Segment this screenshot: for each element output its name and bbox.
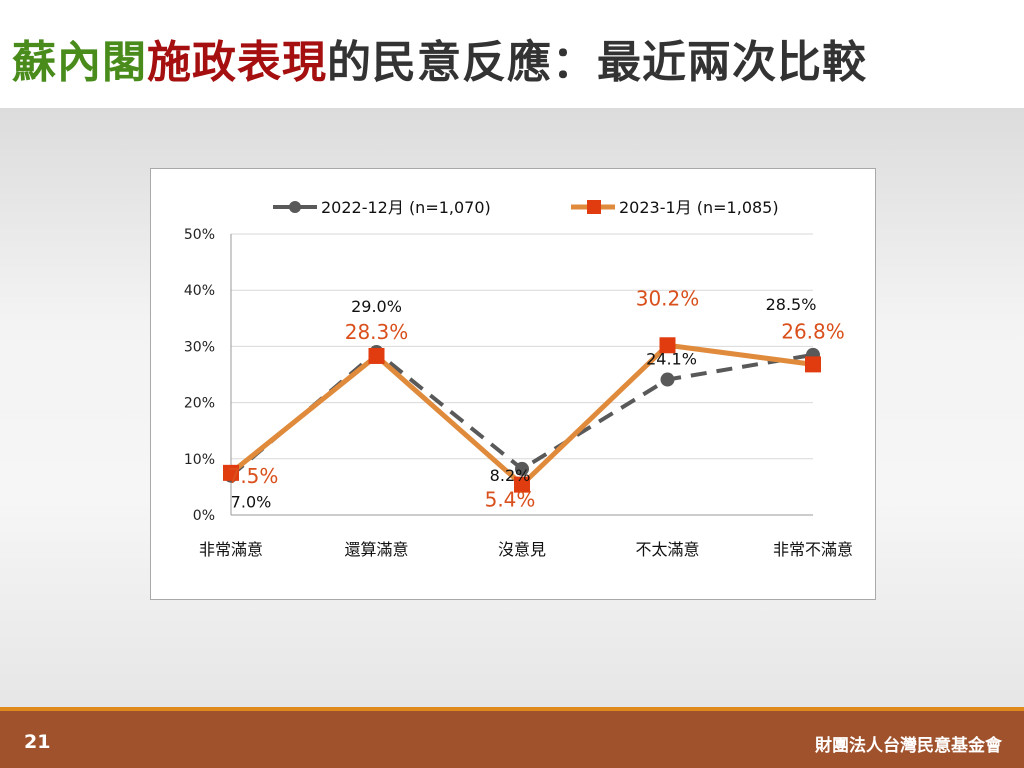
data-label-2022-12: 8.2% — [490, 466, 531, 485]
series-point-2023-1 — [659, 337, 676, 354]
data-label-2022-12: 24.1% — [646, 350, 697, 369]
data-labels: 7.0% 29.0% 8.2% 24.1% 28.5% 7.5% 28.3% 5.4% 30.2… — [228, 286, 845, 511]
x-tick-label: 非常不滿意 — [773, 540, 853, 559]
series-point-2023-1 — [223, 464, 239, 481]
series-point-2023-1 — [368, 347, 385, 364]
y-tick-label: 20% — [184, 396, 215, 412]
series-point-2022-12 — [515, 461, 529, 476]
footer-accent-line — [0, 707, 1024, 711]
line-chart: 0% 10% 20% 30% 40% 50% 非常滿意 還算滿意 沒意見 不太滿意 非常不滿意 7.… — [184, 198, 853, 559]
data-label-2023-1: 26.8% — [781, 319, 845, 343]
page-number: 21 — [24, 731, 51, 753]
series-point-2022-12 — [660, 372, 675, 387]
series-point-2023-1 — [805, 356, 821, 373]
title-segment-performance: 施政表現 — [147, 37, 327, 88]
page-title: 蘇內閣施政表現的民意反應：最近兩次比較 — [12, 26, 867, 90]
data-label-2022-12: 29.0% — [351, 297, 402, 316]
grid-lines — [231, 233, 813, 460]
y-tick-label: 0% — [193, 508, 215, 524]
series-lines — [223, 337, 821, 493]
data-label-2023-1: 7.5% — [228, 464, 279, 488]
title-band: 蘇內閣施政表現的民意反應：最近兩次比較 — [0, 0, 1024, 108]
legend-label-2022-12: 2022-12月 (n=1,070) — [321, 198, 491, 217]
series-point-2023-1 — [514, 476, 530, 493]
title-segment-rest: 的民意反應：最近兩次比較 — [327, 37, 867, 88]
data-label-2023-1: 28.3% — [345, 320, 409, 344]
series-line-2022-12 — [229, 349, 814, 478]
organization-name: 財團法人台灣民意基金會 — [815, 736, 1002, 756]
y-tick-label: 30% — [184, 339, 215, 355]
data-label-2023-1: 30.2% — [636, 286, 700, 310]
data-label-2022-12: 7.0% — [231, 493, 272, 512]
legend-label-2023-1: 2023-1月 (n=1,085) — [619, 198, 779, 217]
x-tick-label: 非常滿意 — [199, 540, 263, 559]
title-segment-cabinet: 蘇內閣 — [12, 37, 147, 88]
y-tick-label: 50% — [184, 227, 215, 243]
legend: 2022-12月 (n=1,070) 2023-1月 (n=1,085) — [273, 198, 779, 217]
x-tick-label: 還算滿意 — [344, 540, 408, 559]
legend-marker-2022-12 — [289, 201, 301, 213]
chart-frame: 0% 10% 20% 30% 40% 50% 非常滿意 還算滿意 沒意見 不太滿意 非常不滿意 7.… — [150, 168, 876, 600]
y-tick-label: 10% — [184, 452, 215, 468]
y-tick-label: 40% — [184, 283, 215, 299]
footer-bar: 21 財團法人台灣民意基金會 — [0, 711, 1024, 768]
data-label-2022-12: 28.5% — [766, 295, 817, 314]
x-tick-label: 不太滿意 — [635, 540, 699, 559]
x-tick-label: 沒意見 — [498, 540, 546, 559]
legend-marker-2023-1 — [587, 200, 601, 214]
data-label-2023-1: 5.4% — [485, 488, 536, 512]
axes: 0% 10% 20% 30% 40% 50% 非常滿意 還算滿意 沒意見 不太滿意 非常不滿意 — [184, 227, 853, 559]
